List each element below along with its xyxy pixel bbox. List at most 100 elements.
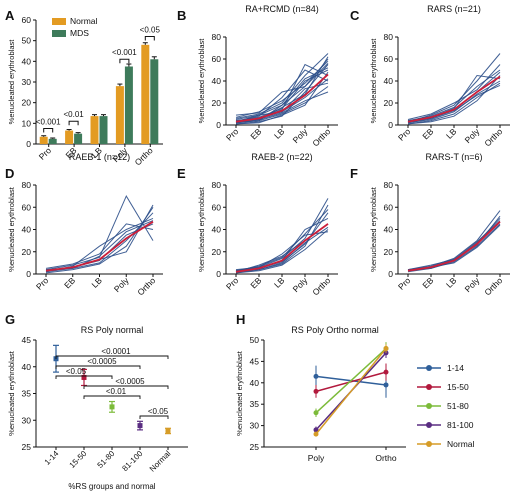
patient-line (235, 67, 329, 124)
group-point (109, 404, 115, 410)
significance-bracket (55, 375, 113, 379)
x-tick-label: 1-14 (43, 449, 61, 467)
x-tick-label: 15-50 (68, 449, 89, 470)
y-tick-label: 40 (22, 56, 32, 66)
series-point (313, 431, 319, 437)
x-tick-label: Normal (148, 449, 173, 474)
x-tick-label: Ortho (135, 275, 157, 297)
panel-a: 0 10 20 30 40 50 60 %enucleated erythroblast A Pr… (5, 8, 163, 167)
y-tick-label: 35 (250, 399, 260, 409)
y-axis-label: %enucleated erythroblast (197, 186, 206, 272)
y-tick-label: 50 (250, 335, 260, 345)
x-tick-label: EB (420, 275, 435, 290)
group-point (137, 423, 143, 429)
y-axis-label: %enucleated erythroblast (369, 186, 378, 272)
y-tick-label: 0 (26, 269, 31, 279)
y-tick-label: 30 (22, 415, 32, 425)
legend-marker (426, 365, 432, 371)
y-tick-label: 80 (384, 32, 394, 42)
significance-bracket (119, 58, 130, 64)
panel-letter: A (5, 8, 15, 23)
y-tick-label: 35 (22, 389, 32, 399)
x-tick-label: Poly (463, 275, 482, 294)
series-point (383, 382, 389, 388)
significance-label: <0.05 (148, 407, 169, 416)
series-point (313, 388, 319, 394)
chart-title: RARS (n=21) (427, 4, 481, 14)
bar-normal-pro (39, 136, 48, 144)
bar-mds-pro (48, 138, 57, 144)
x-tick-label: Pro (34, 275, 51, 292)
legend-label: Normal (70, 16, 98, 26)
panel-letter: E (177, 166, 186, 181)
panel-b: 0 20 40 60 80 %enucleated erythroblast B RA+RCM… (177, 4, 338, 148)
panel-f: 0 20 40 60 80 %enucleated erythroblast F RARS-T… (350, 152, 510, 297)
y-tick-label: 25 (22, 442, 32, 452)
legend-label: 81-100 (447, 420, 474, 430)
bar-normal-eb (65, 130, 74, 144)
mean-line (45, 220, 154, 272)
panel-e: 0 20 40 60 80 %enucleated erythroblast E RAEB-2… (177, 152, 338, 297)
y-tick-label: 60 (212, 54, 222, 64)
series-line-51-80 (315, 348, 387, 414)
significance-label: <0.01 (106, 387, 127, 396)
patient-line (235, 71, 329, 125)
x-tick-label: Poly (308, 453, 325, 463)
y-tick-label: 40 (250, 378, 260, 388)
bar-mds-eb (74, 133, 83, 144)
x-tick-label: LB (89, 275, 104, 290)
patient-line (407, 74, 501, 123)
significance-bracket (55, 355, 169, 359)
x-tick-label: LB (444, 126, 459, 141)
x-tick-label: Ortho (482, 275, 504, 297)
y-tick-label: 80 (384, 180, 394, 190)
panel-h: 25 30 35 40 45 50 %enucleated erythroblast H RS … (235, 312, 475, 463)
y-axis-label: %enucleated erythroblast (7, 186, 16, 272)
significance-label: <0.001 (112, 48, 137, 57)
x-tick-label: 81-100 (120, 449, 144, 473)
panel-letter: D (5, 166, 14, 181)
y-tick-label: 20 (212, 98, 222, 108)
y-tick-label: 45 (22, 335, 32, 345)
bar-normal-ortho (141, 44, 150, 144)
y-tick-label: 0 (216, 269, 221, 279)
panel-letter: C (350, 8, 360, 23)
y-tick-label: 60 (212, 202, 222, 212)
bar-mds-ortho (150, 59, 159, 145)
significance-label: <0.0005 (115, 377, 145, 386)
x-tick-label: Ortho (375, 453, 397, 463)
significance-bracket (144, 36, 155, 41)
panel-letter: G (5, 312, 15, 327)
panel-letter: F (350, 166, 358, 181)
panel-letter: B (177, 8, 186, 23)
legend-swatch (52, 30, 66, 37)
y-axis-label: %enucleated erythroblast (235, 350, 244, 436)
patient-line (235, 64, 329, 125)
patient-line (235, 63, 329, 116)
legend-marker (426, 441, 432, 447)
y-tick-label: 40 (384, 76, 394, 86)
significance-bracket (55, 365, 141, 369)
y-tick-label: 40 (212, 76, 222, 86)
x-tick-label: Pro (396, 275, 413, 292)
patient-line (407, 64, 501, 120)
y-tick-label: 20 (22, 98, 32, 108)
mean-line (235, 223, 329, 273)
series-point (313, 410, 319, 416)
chart-title: RA+RCMD (n=84) (245, 4, 319, 14)
patient-line (407, 210, 501, 271)
y-tick-label: 20 (384, 247, 394, 257)
legend-marker (426, 403, 432, 409)
significance-label: <0.0001 (101, 347, 131, 356)
series-point (383, 369, 389, 375)
significance-bracket (43, 128, 54, 133)
patient-line (235, 91, 329, 124)
y-tick-label: 80 (212, 32, 222, 42)
y-tick-label: 0 (388, 120, 393, 130)
panel-d: 0 20 40 60 80 %enucleated erythroblast D RAEB-1… (5, 152, 163, 297)
y-axis-label: %enucleated erythroblast (369, 38, 378, 124)
bar-mds-lb (99, 116, 108, 144)
y-tick-label: 45 (250, 356, 260, 366)
series-point (313, 427, 319, 433)
